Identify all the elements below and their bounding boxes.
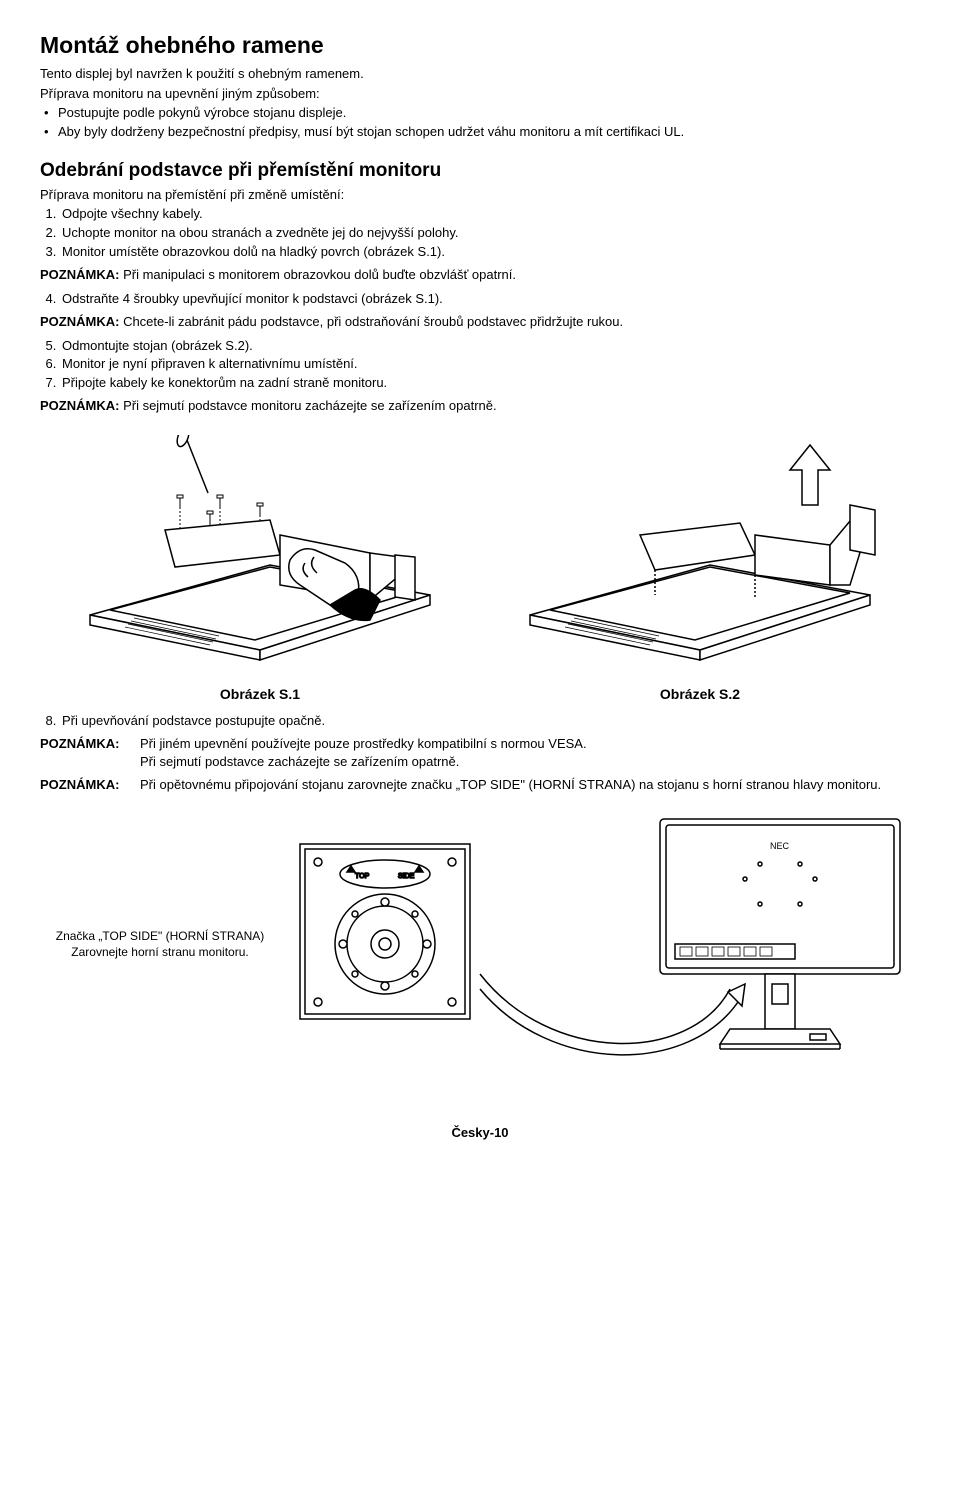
- note-label: POZNÁMKA:: [40, 314, 119, 329]
- list-item: Postupujte podle pokynů výrobce stojanu …: [40, 104, 920, 122]
- fig-s2-svg: [510, 435, 890, 675]
- list-item: Při upevňování podstavce postupujte opač…: [60, 712, 920, 730]
- steps-5-7: Odmontujte stojan (obrázek S.2). Monitor…: [40, 337, 920, 392]
- topside-caption: Značka „TOP SIDE" (HORNÍ STRANA) Zarovne…: [40, 928, 290, 960]
- note-text: Při sejmutí podstavce zacházejte se zaří…: [140, 753, 920, 771]
- list-item: Aby byly dodrženy bezpečnostní předpisy,…: [40, 123, 920, 141]
- figure-s2: Obrázek S.2: [510, 435, 890, 704]
- figure-s1: Obrázek S.1: [70, 435, 450, 704]
- note-text: Při opětovnému připojování stojanu zarov…: [140, 776, 920, 794]
- list-item: Odstraňte 4 šroubky upevňující monitor k…: [60, 290, 920, 308]
- fig-s1-caption: Obrázek S.1: [70, 685, 450, 704]
- note-1: POZNÁMKA: Při manipulaci s monitorem obr…: [40, 266, 920, 284]
- plate-top-label: TOP: [355, 873, 370, 880]
- note-label: POZNÁMKA:: [40, 267, 119, 282]
- list-item: Připojte kabely ke konektorům na zadní s…: [60, 374, 920, 392]
- list-item: Uchopte monitor na obou stranách a zvedn…: [60, 224, 920, 242]
- bottom-figure-row: Značka „TOP SIDE" (HORNÍ STRANA) Zarovne…: [40, 814, 920, 1074]
- list-item: Monitor umístěte obrazovkou dolů na hlad…: [60, 243, 920, 261]
- prep-heading: Příprava monitoru na upevnění jiným způs…: [40, 85, 920, 103]
- note-text: Při sejmutí podstavce monitoru zacházejt…: [123, 398, 497, 413]
- steps-1-3: Odpojte všechny kabely. Uchopte monitor …: [40, 205, 920, 260]
- svg-text:NEC: NEC: [770, 841, 790, 851]
- steps-4: Odstraňte 4 šroubky upevňující monitor k…: [40, 290, 920, 308]
- fig-s1-svg: [70, 435, 450, 675]
- steps-8: Při upevňování podstavce postupujte opač…: [40, 712, 920, 730]
- figure-row: Obrázek S.1: [40, 435, 920, 704]
- note-2: POZNÁMKA: Chcete-li zabránit pádu podsta…: [40, 313, 920, 331]
- note-label: POZNÁMKA:: [40, 776, 140, 794]
- fig-s2-caption: Obrázek S.2: [510, 685, 890, 704]
- note-text: Při manipulaci s monitorem obrazovkou do…: [123, 267, 516, 282]
- page-footer: Česky-10: [40, 1124, 920, 1142]
- list-item: Odmontujte stojan (obrázek S.2).: [60, 337, 920, 355]
- note-4: POZNÁMKA: Při jiném upevnění používejte …: [40, 735, 920, 770]
- note-5: POZNÁMKA: Při opětovnému připojování sto…: [40, 776, 920, 794]
- plate-side-label: SIDE: [398, 873, 415, 880]
- note-3: POZNÁMKA: Při sejmutí podstavce monitoru…: [40, 397, 920, 415]
- note-label: POZNÁMKA:: [40, 735, 140, 770]
- page-title: Montáž ohebného ramene: [40, 30, 920, 61]
- sec2-intro: Příprava monitoru na přemístění při změn…: [40, 186, 920, 204]
- list-item: Odpojte všechny kabely.: [60, 205, 920, 223]
- section-title: Odebrání podstavce při přemístění monito…: [40, 158, 920, 184]
- note-text: Chcete-li zabránit pádu podstavce, při o…: [123, 314, 623, 329]
- bottom-svg: TOP SIDE: [290, 814, 910, 1074]
- list-item: Monitor je nyní připraven k alternativní…: [60, 355, 920, 373]
- intro-text: Tento displej byl navržen k použití s oh…: [40, 65, 920, 83]
- prep-bullets: Postupujte podle pokynů výrobce stojanu …: [40, 104, 920, 140]
- note-text: Při jiném upevnění používejte pouze pros…: [140, 735, 920, 753]
- note-label: POZNÁMKA:: [40, 398, 119, 413]
